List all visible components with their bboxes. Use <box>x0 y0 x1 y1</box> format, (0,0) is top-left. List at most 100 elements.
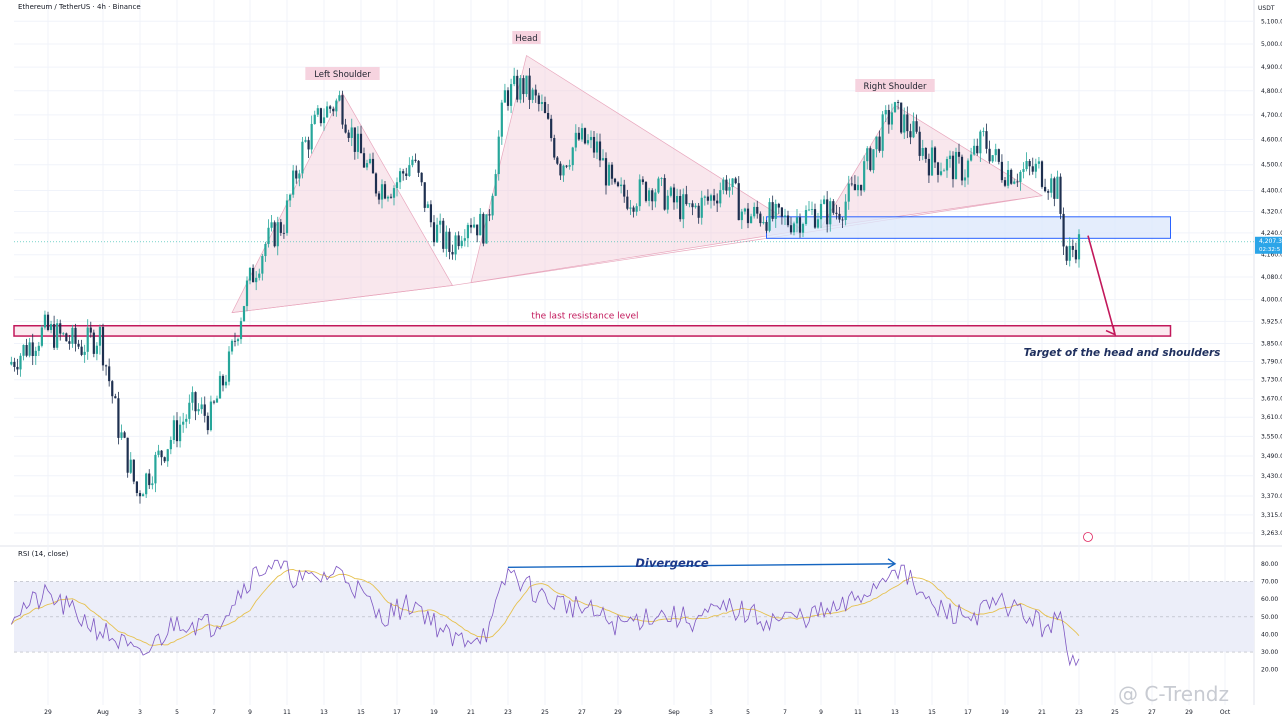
candle-body <box>19 355 22 370</box>
candle-body <box>56 323 59 348</box>
candle-body <box>540 102 544 105</box>
candle-body <box>703 196 706 198</box>
candle-body <box>386 196 390 199</box>
candle-body <box>813 209 817 228</box>
candle-body <box>135 481 139 494</box>
candle-body <box>553 138 556 158</box>
candle-body <box>338 95 341 101</box>
target-arrow-line <box>1087 235 1116 335</box>
candle-body <box>368 158 372 164</box>
candle-body <box>28 342 31 356</box>
candle-body <box>969 154 973 161</box>
candle-body <box>875 136 878 150</box>
price-tick-label: 5,000.0 <box>1261 41 1282 48</box>
time-tick-label: 15 <box>928 709 936 716</box>
candle-body <box>613 178 617 183</box>
candle-body <box>804 210 808 224</box>
candle-body <box>890 112 894 125</box>
price-tick-label: 3,850.0 <box>1261 340 1282 347</box>
candle-body <box>550 118 553 139</box>
candle-body <box>304 140 307 142</box>
candle-body <box>957 151 961 157</box>
candle-body <box>847 183 850 202</box>
candle-body <box>672 187 676 203</box>
candle-body <box>725 179 728 191</box>
candle-body <box>218 375 222 399</box>
candle-body <box>771 202 774 219</box>
time-tick-label: 15 <box>357 709 365 716</box>
zones <box>13 216 1254 337</box>
rsi-ma-line <box>10 569 1080 646</box>
time-tick-label: 27 <box>578 709 586 716</box>
candle-body <box>936 162 940 175</box>
candle-body <box>491 195 494 216</box>
candle-body <box>426 204 429 208</box>
candle-body <box>712 195 716 201</box>
time-tick-label: 21 <box>1038 709 1046 716</box>
candle-body <box>601 158 605 161</box>
candle-body <box>325 106 329 118</box>
candle-body <box>101 326 105 366</box>
time-tick-label: Sep <box>668 709 680 716</box>
candle-body <box>258 273 261 278</box>
time-tick-label: 7 <box>212 709 216 716</box>
candle-body <box>332 108 335 112</box>
candle-body <box>1068 245 1071 261</box>
candle-body <box>319 108 323 124</box>
candle-body <box>1050 178 1053 193</box>
rsi-tick-label: 50.00 <box>1261 614 1278 621</box>
candle-body <box>798 217 802 233</box>
left-shoulder-label-box <box>305 67 380 80</box>
candle-body <box>10 361 13 365</box>
price-tick-label: 3,610.0 <box>1261 414 1282 421</box>
candle-body <box>185 418 188 422</box>
candle-body <box>353 127 356 152</box>
candle-body <box>641 179 644 183</box>
candle-body <box>1037 161 1041 164</box>
time-tick-label: 21 <box>467 709 475 716</box>
candle-body <box>417 160 420 173</box>
price-tick-label: 4,900.0 <box>1261 64 1282 71</box>
candle-body <box>114 396 117 399</box>
candle-body <box>62 333 65 335</box>
time-tick-label: 23 <box>1075 709 1083 716</box>
price-tick-label: 4,160.0 <box>1261 252 1282 259</box>
price-tick-label: 4,320.0 <box>1261 208 1282 215</box>
candle-body <box>881 114 884 151</box>
candle-body <box>580 128 584 140</box>
candle-body <box>519 78 522 100</box>
candle-body <box>1074 249 1078 260</box>
candle-body <box>537 95 540 105</box>
candle-body <box>743 208 747 212</box>
candle-body <box>675 196 679 203</box>
candle-body <box>166 449 169 462</box>
watermark: @ C-Trendz <box>1118 682 1229 706</box>
candle-body <box>1003 180 1007 186</box>
candle-body <box>1028 161 1031 167</box>
candle-body <box>682 194 685 220</box>
candle-body <box>571 147 574 166</box>
candle-body <box>264 244 267 257</box>
candle-body <box>65 333 68 342</box>
candle-body <box>429 204 433 223</box>
candle-body <box>869 148 872 171</box>
candle-body <box>466 224 470 239</box>
candle-body <box>644 182 648 201</box>
time-tick-label: 29 <box>614 709 622 716</box>
candle-body <box>1022 169 1025 172</box>
candle-body <box>562 165 565 176</box>
candle-body <box>25 345 28 356</box>
candle-body <box>988 148 991 162</box>
price-tick-label: 4,000.0 <box>1261 297 1282 304</box>
currency-label: USDT <box>1258 5 1275 12</box>
candle-body <box>445 231 448 249</box>
time-tick-label: 19 <box>430 709 438 716</box>
candle-body <box>942 170 946 172</box>
price-tick-label: 3,490.0 <box>1261 453 1282 460</box>
candle-body <box>756 206 759 214</box>
candle-body <box>209 401 213 431</box>
price-tick-label: 4,240.0 <box>1261 230 1282 237</box>
candle-body <box>927 158 931 176</box>
candle-body <box>819 203 823 220</box>
candle-body <box>451 251 454 255</box>
